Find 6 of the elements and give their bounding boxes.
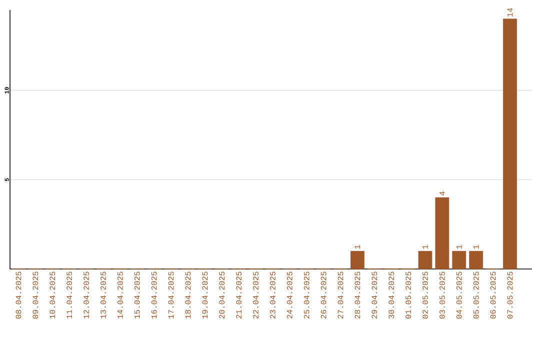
bar: [418, 250, 432, 270]
bar: [503, 18, 517, 270]
bar: [435, 197, 450, 270]
bar: [350, 250, 364, 270]
bar: [452, 250, 466, 270]
bar: [469, 250, 484, 270]
